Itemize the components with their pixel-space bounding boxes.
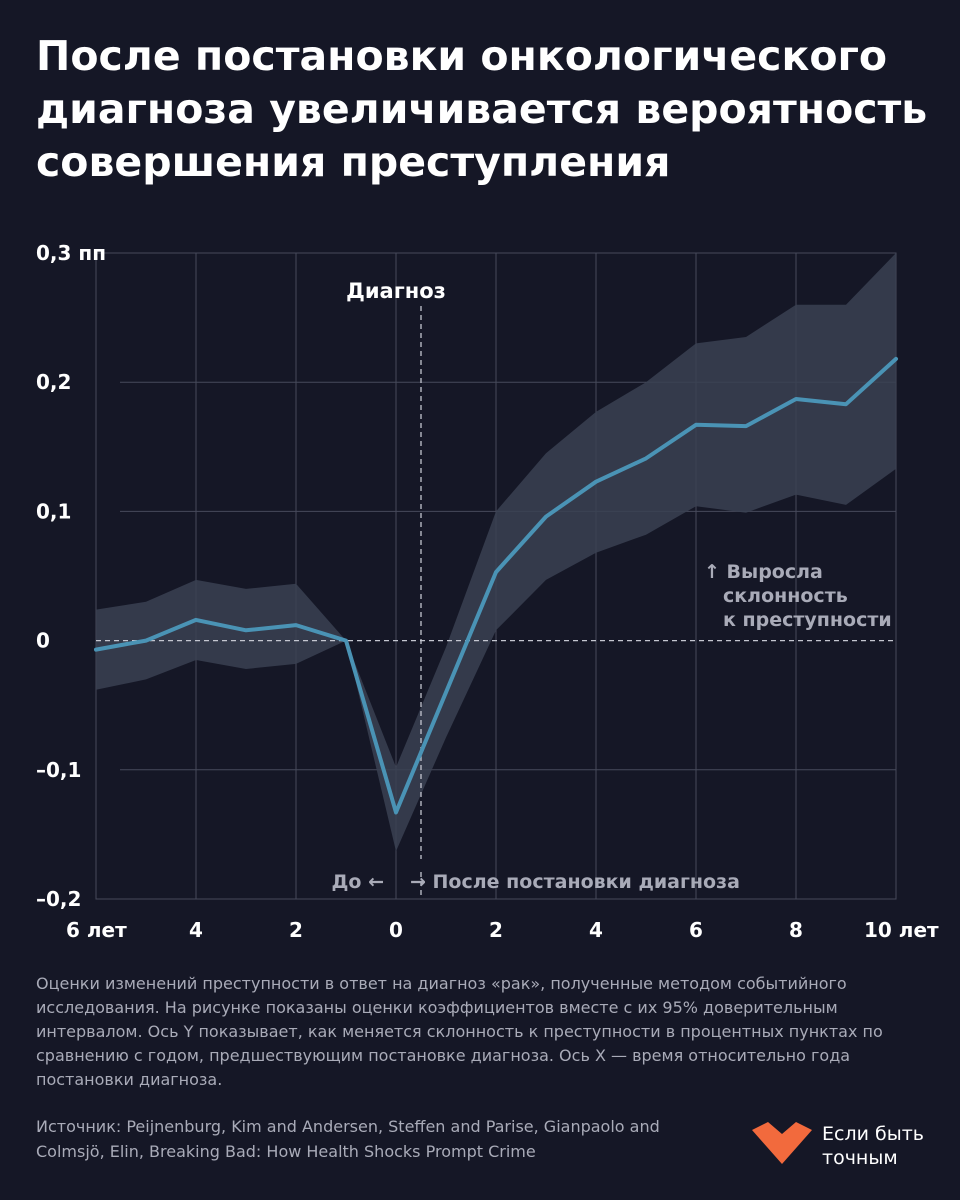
x-tick-label: 2 (489, 918, 503, 942)
logo-text: Если быть точным (822, 1123, 924, 1169)
x-tick-label: 8 (789, 918, 803, 942)
y-axis-ticks: 0,3 пп 0,2 0,1 0 –0,1 –0,2 (36, 241, 106, 911)
confidence-band-layer (96, 253, 896, 852)
x-tick-label: 0 (389, 918, 403, 942)
y-tick-label: 0 (36, 629, 50, 653)
line-chart: 0,3 пп 0,2 0,1 0 –0,1 –0,2 6 лет 4 2 0 2 4 6 8 10 лет… (36, 241, 939, 942)
increase-label-line-3: к преступности (723, 609, 892, 631)
x-tick-label: 4 (189, 918, 203, 942)
x-tick-label: 6 (689, 918, 703, 942)
x-tick-label: 6 лет (66, 918, 127, 942)
y-tick-label: –0,2 (36, 887, 81, 911)
increase-label-line-2: склонность (723, 585, 848, 607)
y-tick-label: –0,1 (36, 758, 81, 782)
series-line (94, 356, 898, 815)
chart-source: Источник: Peijnenburg, Kim and Andersen,… (36, 1117, 660, 1161)
logo-mark-icon (752, 1122, 812, 1164)
y-tick-label: 0,3 пп (36, 241, 106, 265)
confidence-band (96, 253, 896, 852)
diagnosis-label: Диагноз (346, 279, 446, 303)
reference-lines (96, 306, 896, 899)
y-tick-label: 0,2 (36, 370, 71, 394)
annotations: Диагноз До ← → После постановки диагноза… (331, 279, 891, 893)
brand-logo: Если быть точным (752, 1118, 942, 1178)
x-tick-label: 4 (589, 918, 603, 942)
chart-title: После постановки онкологического диагноз… (36, 32, 928, 186)
before-label: До ← (331, 871, 384, 893)
after-label: → После постановки диагноза (410, 871, 740, 893)
x-tick-label: 2 (289, 918, 303, 942)
series-line-layer (94, 356, 898, 815)
chart-caption: Оценки изменений преступности в ответ на… (36, 974, 883, 1089)
x-tick-label: 10 лет (864, 918, 939, 942)
increase-label-line-1: ↑ Выросла (704, 561, 823, 583)
x-axis-ticks: 6 лет 4 2 0 2 4 6 8 10 лет (66, 918, 939, 942)
y-tick-label: 0,1 (36, 499, 71, 523)
